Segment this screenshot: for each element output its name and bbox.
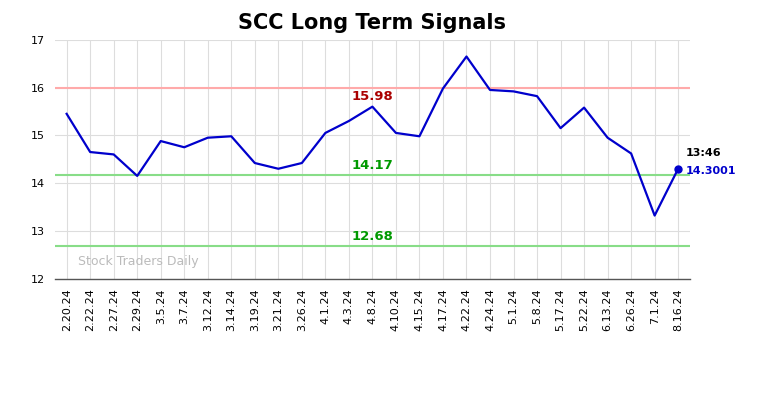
Text: 13:46: 13:46 <box>685 148 720 158</box>
Text: Stock Traders Daily: Stock Traders Daily <box>78 255 199 268</box>
Text: 15.98: 15.98 <box>351 90 394 103</box>
Text: 14.17: 14.17 <box>351 159 394 172</box>
Title: SCC Long Term Signals: SCC Long Term Signals <box>238 13 506 33</box>
Text: 12.68: 12.68 <box>351 230 394 243</box>
Text: 14.3001: 14.3001 <box>685 166 735 176</box>
